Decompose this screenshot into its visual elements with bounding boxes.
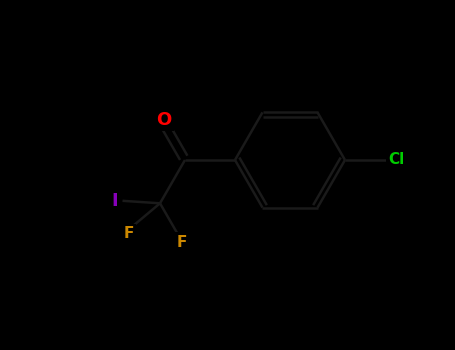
Text: I: I — [111, 192, 118, 210]
Text: O: O — [156, 111, 172, 129]
Text: Cl: Cl — [388, 153, 404, 168]
Text: F: F — [123, 226, 134, 241]
Text: F: F — [177, 234, 187, 250]
